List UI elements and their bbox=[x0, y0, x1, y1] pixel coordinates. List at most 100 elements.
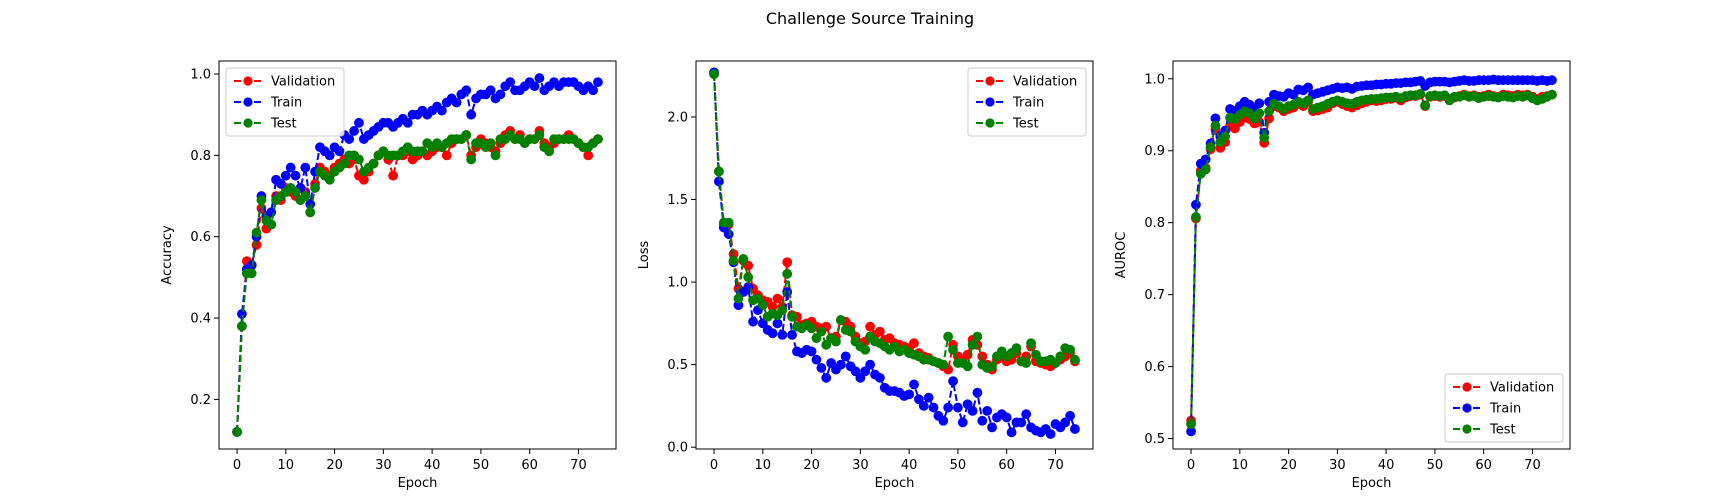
data-point-train bbox=[826, 358, 836, 368]
x-tick-label: 40 bbox=[901, 458, 918, 473]
data-point-test bbox=[738, 254, 749, 264]
data-point-test bbox=[948, 344, 958, 355]
x-tick-label: 70 bbox=[570, 458, 587, 473]
data-point-test bbox=[237, 321, 247, 332]
data-point-test bbox=[251, 227, 262, 238]
data-point-test bbox=[1186, 419, 1196, 430]
data-point-train bbox=[1065, 410, 1075, 421]
data-point-validation bbox=[909, 338, 919, 349]
x-tick-label: 30 bbox=[1329, 458, 1346, 473]
data-point-train bbox=[767, 328, 778, 339]
y-tick-label: 0.4 bbox=[190, 312, 211, 327]
legend: Validation Train Test bbox=[1444, 373, 1564, 443]
y-tick-label: 0.5 bbox=[667, 358, 688, 373]
data-point-train bbox=[534, 73, 545, 83]
legend-marker bbox=[1462, 424, 1472, 434]
data-point-train bbox=[1070, 424, 1080, 434]
data-point-test bbox=[461, 130, 472, 140]
data-point-train bbox=[938, 415, 949, 426]
x-tick-label: 60 bbox=[521, 458, 538, 473]
data-point-train bbox=[987, 422, 997, 433]
data-point-train bbox=[855, 372, 866, 383]
data-point-test bbox=[753, 293, 763, 304]
data-point-test bbox=[709, 69, 719, 79]
data-point-train bbox=[913, 394, 924, 405]
x-tick-label: 50 bbox=[473, 458, 490, 473]
data-point-test bbox=[354, 154, 364, 165]
data-point-test bbox=[417, 146, 428, 157]
data-point-train bbox=[982, 405, 993, 416]
data-point-train bbox=[748, 316, 758, 327]
x-tick-label: 20 bbox=[803, 458, 820, 473]
x-tick-label: 40 bbox=[424, 458, 441, 473]
x-tick-label: 10 bbox=[278, 458, 295, 473]
data-point-train bbox=[909, 379, 919, 390]
x-tick-label: 30 bbox=[375, 458, 392, 473]
data-point-train bbox=[835, 359, 846, 370]
data-point-train bbox=[977, 415, 988, 426]
data-point-train bbox=[588, 85, 598, 96]
data-point-train bbox=[1191, 199, 1201, 210]
data-point-train bbox=[787, 330, 797, 340]
data-point-test bbox=[743, 272, 754, 283]
data-point-train bbox=[466, 109, 477, 120]
data-point-test bbox=[1254, 108, 1265, 119]
y-tick-label: 1.0 bbox=[1144, 72, 1165, 87]
data-point-train bbox=[928, 402, 939, 413]
legend-box bbox=[225, 67, 345, 137]
data-point-train bbox=[285, 162, 296, 173]
data-point-test bbox=[1420, 100, 1431, 111]
data-point-train bbox=[1254, 98, 1265, 109]
data-point-test bbox=[938, 359, 949, 370]
data-point-test bbox=[1065, 344, 1075, 355]
y-tick-label: 0.9 bbox=[1144, 144, 1165, 159]
data-point-train bbox=[1016, 417, 1027, 428]
data-point-test bbox=[835, 315, 846, 325]
y-tick-label: 2.0 bbox=[667, 110, 688, 125]
data-point-train bbox=[821, 372, 832, 383]
x-tick-label: 0 bbox=[233, 458, 241, 473]
data-point-train bbox=[904, 389, 915, 400]
legend-label: Validation bbox=[1490, 381, 1554, 396]
y-tick-label: 0.5 bbox=[1144, 432, 1165, 447]
legend-marker bbox=[985, 118, 995, 128]
data-point-train bbox=[948, 376, 958, 387]
data-point-train bbox=[972, 387, 983, 398]
data-point-train bbox=[593, 77, 603, 88]
data-point-test bbox=[1011, 343, 1022, 354]
data-point-test bbox=[943, 331, 954, 342]
data-point-train bbox=[529, 81, 540, 92]
data-point-test bbox=[962, 361, 973, 372]
y-tick-label: 1.5 bbox=[667, 193, 688, 208]
data-point-train bbox=[962, 399, 973, 410]
data-point-test bbox=[811, 333, 822, 344]
data-point-train bbox=[840, 351, 851, 362]
x-axis-label: Epoch bbox=[875, 476, 915, 491]
x-tick-label: 0 bbox=[710, 458, 718, 473]
data-point-test bbox=[466, 154, 477, 165]
data-point-validation bbox=[865, 321, 876, 332]
data-point-train bbox=[451, 97, 462, 108]
data-point-test bbox=[757, 300, 768, 311]
data-point-test bbox=[1210, 120, 1221, 131]
data-point-test bbox=[714, 166, 724, 177]
data-point-test bbox=[485, 138, 496, 149]
legend-label: Test bbox=[1012, 117, 1039, 132]
data-point-test bbox=[1055, 351, 1066, 362]
data-point-train bbox=[777, 330, 788, 340]
legend-label: Validation bbox=[271, 75, 335, 90]
legend-label: Test bbox=[1489, 423, 1516, 438]
data-point-validation bbox=[743, 260, 754, 271]
x-tick-label: 0 bbox=[1187, 458, 1195, 473]
data-point-train bbox=[1001, 412, 1012, 423]
data-point-validation bbox=[441, 150, 452, 161]
data-point-train bbox=[957, 417, 968, 428]
legend-label: Test bbox=[270, 117, 297, 132]
plot-frame bbox=[695, 60, 1094, 450]
data-point-validation bbox=[388, 170, 399, 181]
legend-marker bbox=[243, 97, 253, 107]
data-point-train bbox=[874, 372, 885, 383]
legend-label: Train bbox=[1012, 96, 1044, 111]
data-point-train bbox=[816, 363, 827, 373]
data-point-test bbox=[1200, 164, 1211, 175]
